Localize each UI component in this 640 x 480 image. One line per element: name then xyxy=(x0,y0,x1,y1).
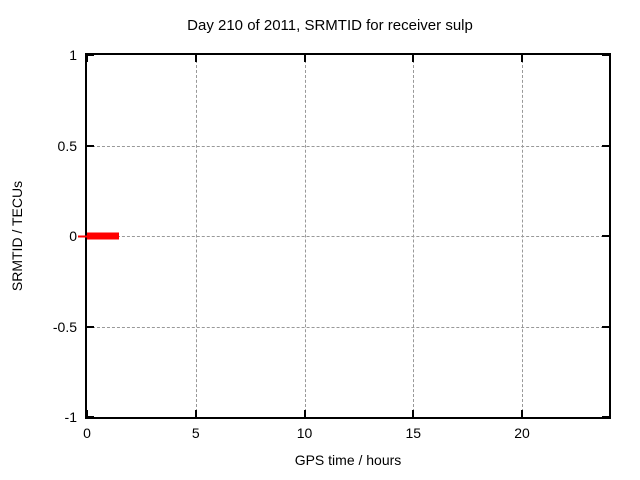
y-tick-left xyxy=(87,54,94,56)
plot-area: 0 5 10 15 20 -1 -0.5 0 0.5 1 xyxy=(53,47,611,441)
y-tick-right xyxy=(602,416,609,418)
x-tick-top xyxy=(303,55,306,62)
x-tick-bottom xyxy=(412,410,415,417)
y-tick-label: 0 xyxy=(69,228,77,244)
y-tick-left xyxy=(87,416,94,418)
x-tick-label: 0 xyxy=(83,425,91,441)
x-tick-bottom xyxy=(86,410,88,417)
y-tick-label: 0.5 xyxy=(57,137,77,154)
y-gridline xyxy=(87,236,609,237)
x-tick-top xyxy=(412,55,415,62)
y-gridline xyxy=(87,145,609,147)
x-tick-bottom xyxy=(303,410,306,417)
x-tick-bottom xyxy=(521,410,523,417)
y-tick-left xyxy=(87,144,94,147)
y-tick-left xyxy=(87,325,94,328)
x-axis-label: GPS time / hours xyxy=(294,452,402,468)
x-tick-bottom xyxy=(194,410,197,417)
x-tick-label: 15 xyxy=(405,425,422,441)
x-tick-top xyxy=(86,55,88,62)
series-start-cap xyxy=(78,235,87,237)
y-tick-label: -1 xyxy=(64,409,77,425)
chart-title: Day 210 of 2011, SRMTID for receiver sul… xyxy=(187,17,473,34)
y-gridline xyxy=(87,326,609,328)
x-tick-label: 20 xyxy=(514,425,530,441)
y-tick-right xyxy=(602,144,609,147)
x-tick-label: 5 xyxy=(191,425,200,441)
y-tick-label: -0.5 xyxy=(52,318,77,335)
y-tick-label: 1 xyxy=(69,47,77,63)
x-tick-label: 10 xyxy=(296,425,313,441)
series-line-srmtid xyxy=(78,232,119,240)
x-tick-top xyxy=(194,55,197,62)
y-tick-right xyxy=(602,325,609,328)
y-axis-label: SRMTID / TECUs xyxy=(9,180,25,292)
y-tick-right xyxy=(602,54,609,56)
x-tick-top xyxy=(521,55,523,62)
y-tick-right xyxy=(602,235,609,237)
